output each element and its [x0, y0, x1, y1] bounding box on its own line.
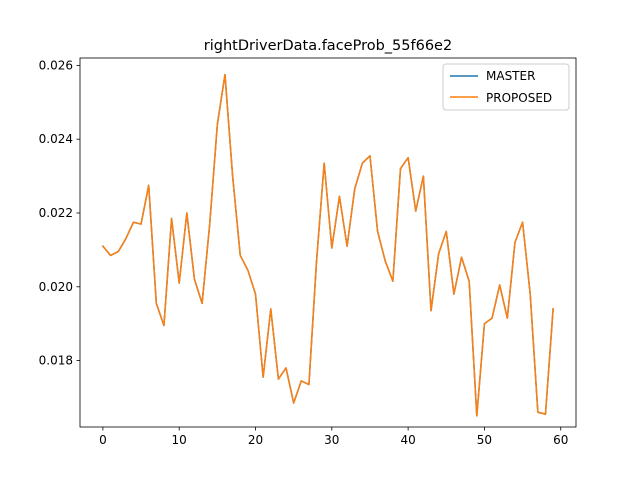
y-tick-label: 0.020 — [39, 280, 73, 294]
x-tick-label: 40 — [400, 433, 415, 447]
x-axis: 0 10 20 30 40 50 60 — [99, 427, 568, 447]
x-tick-label: 10 — [172, 433, 187, 447]
x-tick-label: 0 — [99, 433, 107, 447]
x-tick-label: 60 — [553, 433, 568, 447]
x-tick-label: 30 — [324, 433, 339, 447]
legend-label-master: MASTER — [486, 69, 535, 83]
x-tick-label: 20 — [248, 433, 263, 447]
y-axis: 0.018 0.020 0.022 0.024 0.026 — [39, 58, 80, 368]
plot-area — [79, 57, 577, 428]
axes-frame — [79, 57, 577, 428]
y-tick-label: 0.026 — [39, 58, 73, 72]
legend: MASTER PROPOSED — [442, 63, 570, 111]
series-line-proposed — [101, 73, 554, 417]
y-tick-label: 0.024 — [39, 132, 73, 146]
legend-label-proposed: PROPOSED — [486, 91, 552, 105]
x-tick-label: 50 — [477, 433, 492, 447]
y-tick-label: 0.022 — [39, 206, 73, 220]
y-tick-label: 0.018 — [39, 354, 73, 368]
chart-title: rightDriverData.faceProb_55f66e2 — [204, 38, 452, 54]
